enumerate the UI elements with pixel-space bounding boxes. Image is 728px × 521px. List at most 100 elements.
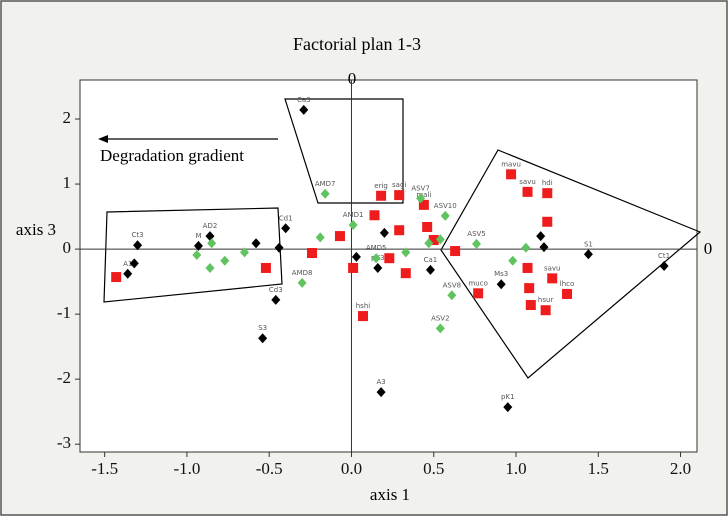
- point: [251, 238, 261, 249]
- point: [258, 333, 268, 344]
- point: [400, 268, 411, 279]
- point-label: S3: [258, 324, 267, 332]
- x-tick-label: 1.0: [505, 459, 526, 478]
- point-label: ASV10: [434, 202, 457, 210]
- point: [524, 283, 535, 294]
- x-tick-label: 1.5: [588, 459, 609, 478]
- point: [348, 220, 358, 231]
- point: [450, 246, 461, 257]
- point: [299, 104, 309, 115]
- point: [521, 242, 531, 253]
- origin-label: 0: [348, 69, 357, 88]
- point-label: A1: [123, 260, 132, 268]
- point: [522, 262, 533, 273]
- point-label: Ca3: [297, 96, 311, 104]
- x-tick-label: 0.5: [423, 459, 444, 478]
- point: [542, 216, 553, 227]
- point: [440, 210, 450, 221]
- point-label: sagi: [392, 181, 406, 189]
- point: [540, 305, 551, 316]
- point: [435, 234, 445, 245]
- point: [376, 387, 386, 398]
- point-label: S1: [584, 240, 593, 248]
- point-label: ASV8: [443, 281, 461, 289]
- point-label: AMD5: [366, 244, 387, 252]
- group-outline: [440, 149, 702, 379]
- y-tick-label: 2: [63, 108, 72, 127]
- point-label: hsur: [538, 296, 554, 304]
- point: [422, 221, 433, 232]
- point: [416, 193, 426, 204]
- point: [306, 247, 317, 258]
- y-tick-label: 0: [63, 238, 72, 257]
- x-tick-label: 2.0: [670, 459, 691, 478]
- point: [583, 249, 593, 260]
- point: [424, 238, 434, 249]
- point: [376, 190, 387, 201]
- point-label: lhco: [560, 280, 575, 288]
- point: [192, 249, 202, 260]
- origin-label: 0: [704, 239, 713, 258]
- point-label: savu: [544, 264, 561, 272]
- point-label: AMD7: [315, 180, 336, 188]
- point: [297, 277, 307, 288]
- point: [207, 238, 217, 249]
- point: [193, 240, 203, 251]
- point: [428, 234, 439, 245]
- point-label: AD2: [203, 222, 218, 230]
- point-label: Ct1: [658, 252, 670, 260]
- point: [129, 258, 139, 269]
- x-tick-label: -1.0: [173, 459, 200, 478]
- point: [503, 402, 513, 413]
- point: [496, 279, 506, 290]
- point: [525, 300, 536, 311]
- point: [401, 247, 411, 258]
- point: [472, 238, 482, 249]
- x-tick-label: 0.0: [341, 459, 362, 478]
- point: [271, 294, 281, 305]
- point-label: hdi: [542, 179, 553, 187]
- point: [260, 262, 271, 273]
- point: [205, 262, 215, 273]
- point: [379, 227, 389, 238]
- y-tick-label: -1: [57, 303, 71, 322]
- point: [274, 242, 284, 253]
- point: [371, 253, 381, 264]
- point: [348, 262, 359, 273]
- point: [357, 311, 368, 322]
- point-label: A3: [376, 378, 385, 386]
- point: [133, 240, 143, 251]
- point: [447, 290, 457, 301]
- point-label: erig: [374, 182, 388, 190]
- point: [281, 223, 291, 234]
- point-label: Ms3: [494, 270, 508, 278]
- y-tick-label: -3: [57, 433, 71, 452]
- point: [111, 272, 122, 283]
- group-outline: [284, 98, 404, 204]
- point-label: Cd3: [269, 286, 283, 294]
- point: [394, 225, 405, 236]
- point-label: ASV2: [431, 314, 449, 322]
- point: [220, 255, 230, 266]
- point: [418, 199, 429, 210]
- plot-area: [79, 79, 698, 453]
- point: [508, 255, 518, 266]
- chart-title: Factorial plan 1-3: [293, 34, 421, 54]
- point: [536, 231, 546, 242]
- point-label: Cd1: [279, 214, 293, 222]
- point: [373, 262, 383, 273]
- point: [351, 251, 361, 262]
- point: [315, 232, 325, 243]
- point: [334, 231, 345, 242]
- point: [562, 288, 573, 299]
- point: [394, 190, 405, 201]
- point: [240, 247, 250, 258]
- point-label: hshi: [356, 302, 371, 310]
- point-label: M: [195, 232, 201, 240]
- point: [473, 288, 484, 299]
- point-label: Ca1: [424, 256, 438, 264]
- x-tick-label: -1.5: [91, 459, 118, 478]
- point: [539, 242, 549, 253]
